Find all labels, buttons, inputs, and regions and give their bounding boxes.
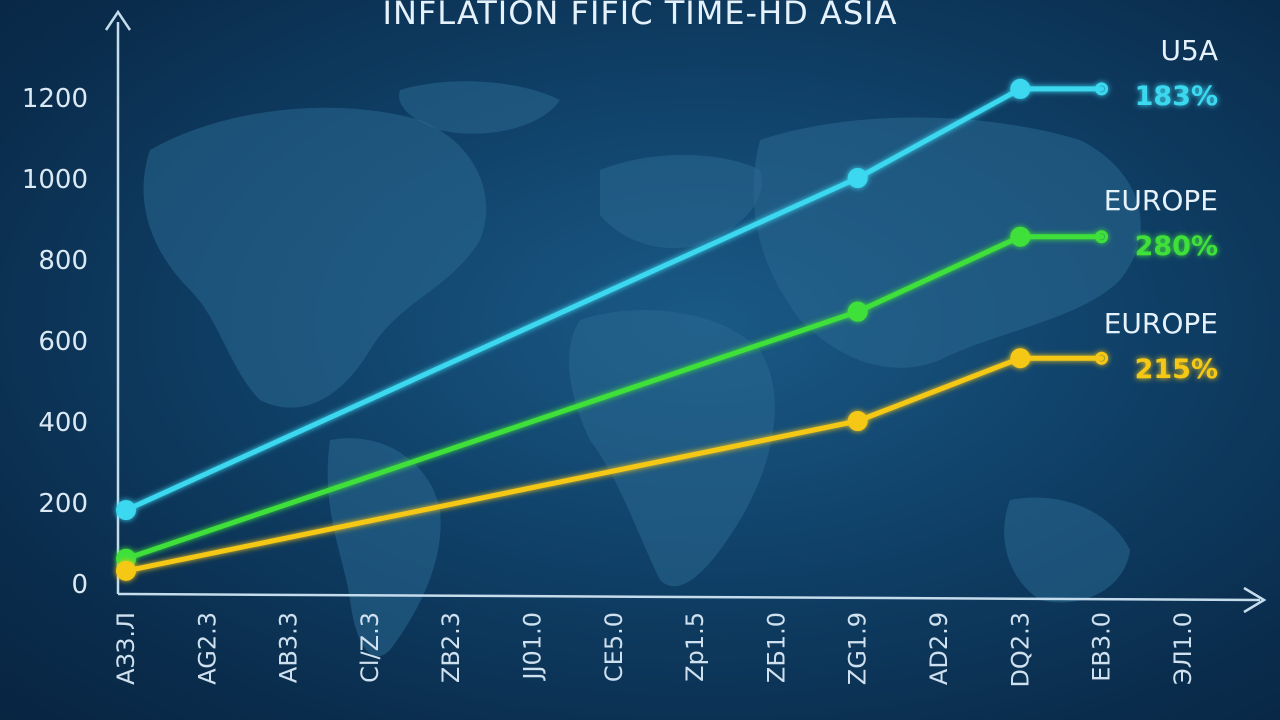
x-tick-label: ЭЛ1.0 [1169, 612, 1197, 685]
series-1 [116, 78, 1109, 521]
legend-series-name: U5A [1161, 34, 1218, 67]
chart-title: INFLATION FIFIC TIME-HD ASIA [383, 0, 898, 32]
y-tick-label: 0 [71, 570, 88, 600]
x-tick-label: Zp1.5 [681, 612, 709, 682]
data-point [1010, 226, 1031, 247]
data-point [847, 411, 868, 431]
axes [104, 9, 1267, 614]
series-line [123, 234, 1105, 562]
data-point [847, 301, 868, 322]
y-tick-label: 200 [38, 489, 88, 519]
series-3 [116, 348, 1109, 581]
y-tick-labels: 0 200 400 600 800 1000 1200 [22, 84, 88, 600]
x-tick-label: CE5.0 [600, 612, 628, 682]
chart-title-text: INFLATION FIFIC TIME-HD ASIA [383, 0, 898, 32]
y-tick-label: 1200 [22, 84, 88, 114]
x-tick-label: AG2.3 [193, 612, 221, 685]
x-tick-label: ZБ1.0 [762, 612, 790, 683]
legend: U5A 183% EUROPE 280% EUROPE 215% [1104, 34, 1218, 385]
data-point [1095, 230, 1109, 244]
y-tick-label: 600 [38, 327, 88, 357]
x-tick-label: JJ01.0 [519, 612, 547, 682]
legend-series-name: EUROPE [1104, 307, 1218, 340]
legend-series-value: 215% [1135, 354, 1218, 385]
x-tick-label: AD2.9 [925, 612, 953, 685]
x-tick-labels: AЗЗ.Л AG2.3 AB3.3 Cl/Z.3 ZB2.3 JJ01.0 CE5.0 Zp1… [112, 612, 1197, 688]
x-axis-arrow [1243, 586, 1267, 614]
y-axis-arrow [104, 9, 132, 31]
x-tick-label: ZG1.9 [844, 612, 872, 685]
series-layer [116, 78, 1109, 581]
data-point [1010, 78, 1031, 99]
legend-series-value: 280% [1135, 231, 1218, 262]
series-line [123, 355, 1105, 574]
x-tick-label: EB3.0 [1088, 612, 1116, 682]
y-tick-label: 400 [38, 408, 88, 438]
data-point [1010, 348, 1031, 369]
legend-series-name: EUROPE [1104, 184, 1218, 217]
x-axis-line [117, 592, 1261, 602]
data-point [1095, 351, 1109, 365]
legend-series-value: 183% [1135, 81, 1218, 112]
x-tick-label: Cl/Z.3 [356, 612, 384, 683]
data-point [116, 560, 136, 581]
x-tick-label: AЗЗ.Л [112, 612, 140, 685]
data-point [1095, 82, 1109, 96]
x-tick-label: AB3.3 [275, 612, 303, 683]
data-point [847, 168, 868, 188]
x-tick-label: DQ2.3 [1006, 612, 1034, 688]
series-line [123, 86, 1105, 513]
y-tick-label: 1000 [22, 165, 88, 195]
y-tick-label: 800 [38, 246, 88, 276]
data-point [116, 500, 136, 521]
x-tick-label: ZB2.3 [437, 612, 465, 683]
